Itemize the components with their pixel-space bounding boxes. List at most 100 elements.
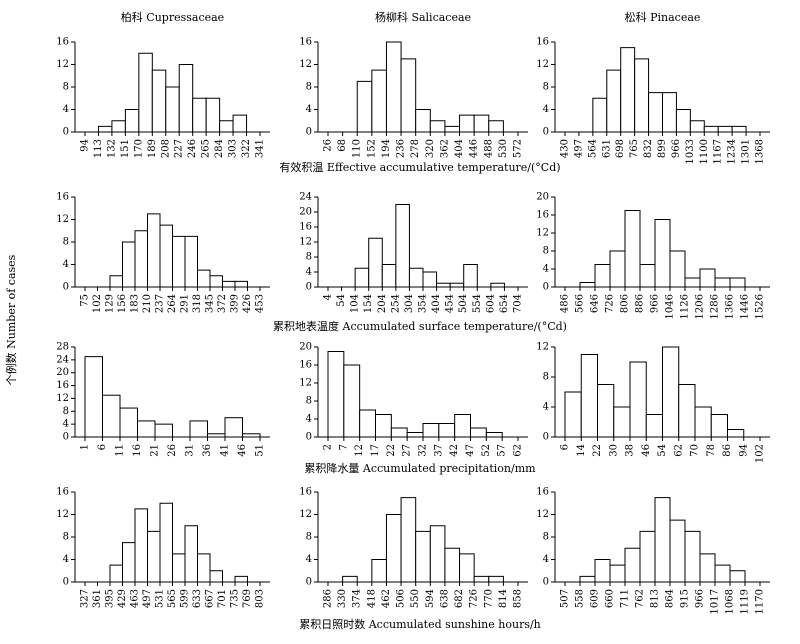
x-tick-label: 86 <box>722 444 733 457</box>
bar <box>436 282 451 288</box>
bar <box>375 414 392 438</box>
column-title: 柏科 Cupressaceae <box>121 10 224 24</box>
x-tick-label: 463 <box>130 589 141 608</box>
y-tick-label: 4 <box>63 259 69 270</box>
y-tick-label: 4 <box>306 104 312 115</box>
bar <box>219 120 234 133</box>
y-tick-label: 0 <box>543 282 549 293</box>
y-tick-label: 4 <box>543 402 549 413</box>
bar <box>102 394 121 438</box>
y-tick-label: 0 <box>543 432 549 443</box>
bar <box>490 282 505 288</box>
x-tick-label: 399 <box>230 294 241 313</box>
x-tick-label: 726 <box>469 589 480 608</box>
x-tick-label: 170 <box>133 139 144 158</box>
bar <box>488 120 504 133</box>
x-tick-label: 354 <box>418 294 429 313</box>
x-tick-label: 47 <box>465 444 476 457</box>
x-tick-label: 430 <box>560 139 571 158</box>
bar <box>699 553 716 583</box>
y-tick-label: 16 <box>56 380 69 391</box>
bar <box>222 280 236 288</box>
bar <box>473 114 490 133</box>
y-tick-label: 16 <box>56 37 69 48</box>
y-tick-label: 12 <box>56 393 69 404</box>
x-tick-label: 711 <box>620 589 631 608</box>
x-tick-label: 1 <box>80 444 91 450</box>
y-tick-label: 8 <box>543 372 549 383</box>
bar <box>371 559 387 583</box>
y-tick-label: 20 <box>299 342 312 353</box>
bar <box>406 432 424 438</box>
bar <box>232 114 248 133</box>
x-tick-label: 41 <box>220 444 231 457</box>
x-tick-label: 21 <box>150 444 161 457</box>
x-tick-label: 372 <box>217 294 228 313</box>
x-tick-label: 506 <box>396 589 407 608</box>
bar <box>422 423 440 438</box>
bar <box>122 241 136 288</box>
x-tick-label: 429 <box>117 589 128 608</box>
x-tick-label: 291 <box>180 294 191 313</box>
x-tick-label: 57 <box>497 444 508 457</box>
y-tick-label: 0 <box>543 127 549 138</box>
bar <box>703 125 719 133</box>
bar <box>165 86 180 133</box>
x-tick-label: 330 <box>337 589 348 608</box>
x-tick-label: 404 <box>431 294 442 313</box>
y-tick-label: 16 <box>536 37 549 48</box>
bar <box>629 361 647 438</box>
bar <box>395 204 410 288</box>
y-tick-label: 4 <box>543 104 549 115</box>
y-tick-label: 0 <box>306 577 312 588</box>
y-tick-label: 20 <box>536 192 549 203</box>
bar <box>684 277 701 288</box>
x-tick-label: 1446 <box>740 294 751 319</box>
bar <box>371 69 387 133</box>
x-tick-label: 1366 <box>725 294 736 319</box>
x-tick-label: 318 <box>192 294 203 313</box>
bar <box>731 125 747 133</box>
bar <box>714 277 731 288</box>
x-tick-label: 22 <box>386 444 397 457</box>
x-tick-label: 129 <box>105 294 116 313</box>
bar <box>385 41 402 133</box>
bar <box>400 497 417 583</box>
bar <box>579 575 596 583</box>
x-tick-label: 667 <box>205 589 216 608</box>
x-tick-label: 565 <box>167 589 178 608</box>
bar <box>184 235 198 288</box>
bar <box>109 564 123 583</box>
bar <box>654 497 671 583</box>
x-tick-label: 341 <box>255 139 266 158</box>
x-tick-label: 1119 <box>740 589 751 614</box>
x-tick-label: 210 <box>142 294 153 313</box>
bar <box>444 547 461 583</box>
bar <box>159 502 173 583</box>
y-tick-label: 12 <box>536 228 549 239</box>
bar <box>415 530 431 583</box>
x-tick-label: 14 <box>576 444 587 457</box>
x-tick-label: 62 <box>513 444 524 457</box>
y-tick-label: 4 <box>63 554 69 565</box>
bar <box>390 427 408 438</box>
bar <box>675 109 691 133</box>
y-tick-label: 24 <box>56 354 69 365</box>
x-tick-label: 660 <box>605 589 616 608</box>
bar <box>639 530 656 583</box>
x-tick-label: 1068 <box>725 589 736 614</box>
x-tick-label: 550 <box>410 589 421 608</box>
y-tick-label: 24 <box>299 192 312 203</box>
bar <box>159 224 173 288</box>
x-tick-label: 488 <box>483 139 494 158</box>
bar <box>678 384 696 438</box>
bar <box>154 423 173 438</box>
x-tick-label: 504 <box>458 294 469 313</box>
bar <box>470 427 487 438</box>
x-tick-label: 38 <box>625 444 636 457</box>
x-axis-label: 累积日照时数 Accumulated sunshine hours/h <box>299 618 541 631</box>
x-tick-label: 345 <box>205 294 216 313</box>
bar <box>444 125 461 133</box>
x-tick-label: 1526 <box>755 294 766 319</box>
y-tick-label: 4 <box>306 554 312 565</box>
